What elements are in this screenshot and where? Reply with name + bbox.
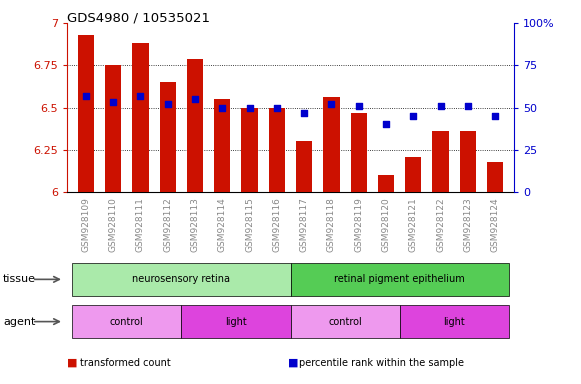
Point [408,113,418,119]
Bar [160,82,176,192]
Bar [187,58,203,192]
Bar [487,162,503,192]
Text: GSM928124: GSM928124 [490,197,500,252]
Text: light: light [443,316,465,327]
FancyBboxPatch shape [400,305,509,338]
Point [136,93,145,99]
Bar [378,175,394,192]
Text: GSM928113: GSM928113 [191,197,199,252]
Bar [132,43,149,192]
FancyBboxPatch shape [72,263,290,296]
Point [490,113,500,119]
Bar [105,65,121,192]
Point [191,96,200,102]
Text: agent: agent [3,316,35,327]
Point [218,104,227,111]
Text: control: control [328,316,362,327]
FancyBboxPatch shape [72,305,181,338]
Point [245,104,254,111]
Text: GSM928117: GSM928117 [300,197,309,252]
Bar [460,131,476,192]
Text: GSM928121: GSM928121 [409,197,418,252]
FancyBboxPatch shape [290,263,509,296]
Text: GSM928115: GSM928115 [245,197,254,252]
Text: ■: ■ [288,358,298,368]
Text: GDS4980 / 10535021: GDS4980 / 10535021 [67,12,210,25]
Text: GSM928114: GSM928114 [218,197,227,252]
Text: GSM928120: GSM928120 [382,197,390,252]
Text: GSM928116: GSM928116 [272,197,281,252]
Bar [405,157,421,192]
Text: GSM928110: GSM928110 [109,197,118,252]
Point [354,103,363,109]
Bar [296,141,313,192]
FancyBboxPatch shape [181,305,290,338]
Text: GSM928123: GSM928123 [463,197,472,252]
Text: GSM928118: GSM928118 [327,197,336,252]
Text: neurosensory retina: neurosensory retina [132,274,231,285]
Text: GSM928112: GSM928112 [163,197,172,252]
Point [109,99,118,106]
Text: ■: ■ [67,358,77,368]
Bar [432,131,449,192]
Text: GSM928119: GSM928119 [354,197,363,252]
FancyBboxPatch shape [290,305,400,338]
Text: retinal pigment epithelium: retinal pigment epithelium [334,274,465,285]
Point [381,121,390,127]
Text: control: control [110,316,144,327]
Text: GSM928111: GSM928111 [136,197,145,252]
Text: percentile rank within the sample: percentile rank within the sample [299,358,464,368]
Point [327,101,336,107]
Text: light: light [225,316,247,327]
Bar [78,35,94,192]
Text: tissue: tissue [3,274,36,285]
Text: GSM928122: GSM928122 [436,197,445,252]
Point [463,103,472,109]
Bar [268,108,285,192]
Point [436,103,445,109]
Text: transformed count: transformed count [80,358,170,368]
Point [272,104,282,111]
Bar [350,113,367,192]
Bar [323,98,340,192]
Point [299,109,309,116]
Point [163,101,173,107]
Bar [241,108,258,192]
Text: GSM928109: GSM928109 [81,197,91,252]
Point [81,93,91,99]
Bar [214,99,231,192]
